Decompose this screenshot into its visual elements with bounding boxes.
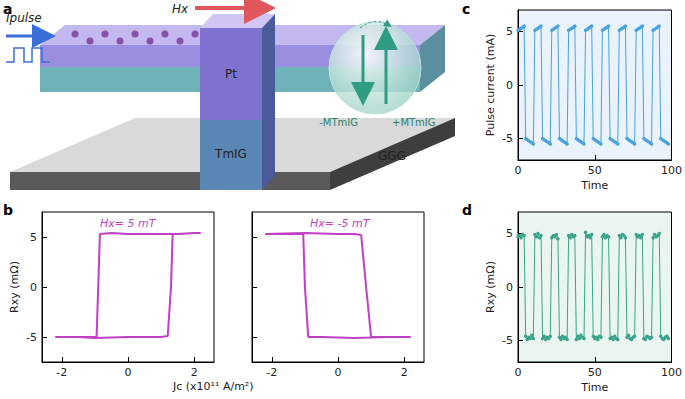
- svg-text:Pulse current (mA): Pulse current (mA): [484, 34, 497, 136]
- svg-text:0: 0: [125, 366, 132, 379]
- svg-text:100: 100: [661, 366, 682, 379]
- svg-text:-5: -5: [26, 331, 37, 344]
- svg-text:Rxy (mΩ): Rxy (mΩ): [484, 261, 497, 313]
- svg-text:2: 2: [191, 366, 198, 379]
- svg-text:0: 0: [515, 164, 522, 177]
- svg-text:5: 5: [506, 227, 513, 240]
- svg-text:5: 5: [506, 25, 513, 38]
- svg-text:c: c: [462, 1, 470, 17]
- svg-text:Hx= 5 mT: Hx= 5 mT: [100, 217, 157, 230]
- svg-text:100: 100: [661, 164, 682, 177]
- svg-text:0: 0: [335, 366, 342, 379]
- svg-text:5: 5: [30, 231, 37, 244]
- svg-text:-2: -2: [56, 366, 67, 379]
- svg-text:+MTmIG: +MTmIG: [392, 117, 436, 128]
- svg-text:GGG: GGG: [378, 149, 406, 163]
- svg-text:0: 0: [30, 281, 37, 294]
- svg-text:Hx= -5 mT: Hx= -5 mT: [310, 217, 371, 230]
- svg-text:0: 0: [515, 366, 522, 379]
- svg-text:50: 50: [588, 366, 602, 379]
- svg-text:0: 0: [506, 79, 513, 92]
- svg-text:Rxy (mΩ): Rxy (mΩ): [8, 261, 21, 313]
- svg-text:-MTmIG: -MTmIG: [319, 117, 358, 128]
- svg-text:-5: -5: [502, 334, 513, 347]
- svg-text:-5: -5: [502, 132, 513, 145]
- svg-text:Hx: Hx: [172, 2, 189, 16]
- svg-text:Ipulse: Ipulse: [6, 11, 42, 25]
- svg-text:50: 50: [588, 164, 602, 177]
- svg-text:Time: Time: [580, 179, 608, 192]
- svg-text:0: 0: [506, 281, 513, 294]
- svg-text:2: 2: [401, 366, 408, 379]
- svg-text:Pt: Pt: [225, 67, 237, 81]
- svg-text:b: b: [3, 202, 13, 218]
- svg-text:d: d: [462, 202, 472, 218]
- svg-text:TmIG: TmIG: [214, 147, 247, 161]
- svg-text:Jc (x10¹¹ A/m²): Jc (x10¹¹ A/m²): [172, 380, 254, 393]
- svg-text:a: a: [3, 1, 12, 17]
- svg-text:Time: Time: [580, 381, 608, 394]
- svg-text:-2: -2: [266, 366, 277, 379]
